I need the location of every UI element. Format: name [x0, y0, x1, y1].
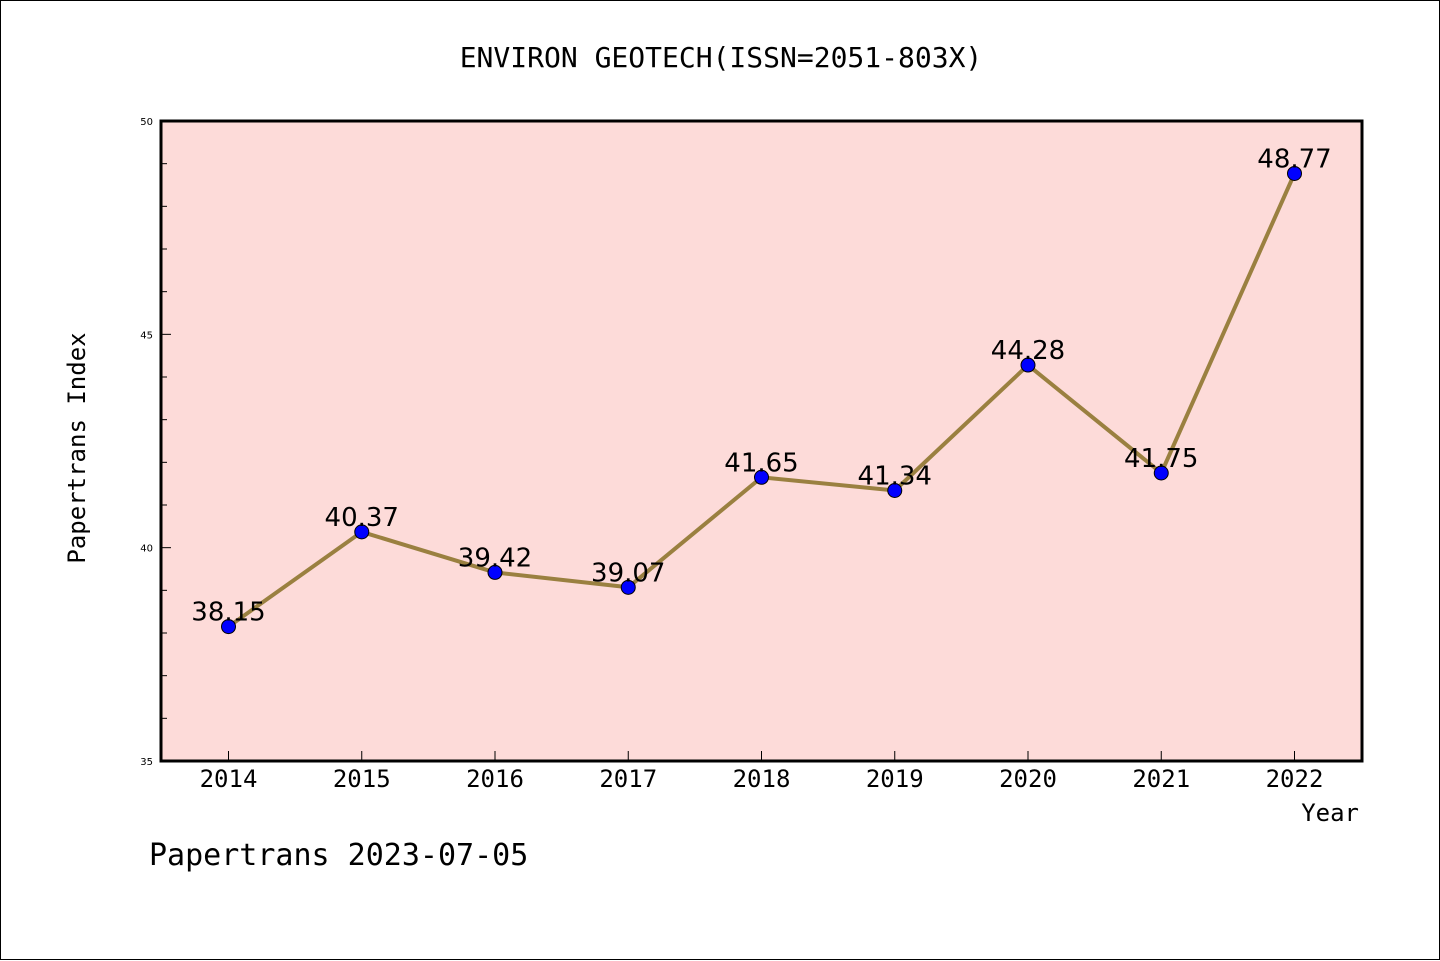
y-tick-label: 45	[140, 330, 153, 341]
data-label: 41.34	[858, 461, 932, 491]
y-axis-label: Papertrans Index	[63, 332, 91, 563]
series-group: 38.15 40.37 39.42 39.07 41.65 41.34 44.28 41.75…	[191, 144, 1332, 635]
data-point	[221, 619, 236, 635]
data-point	[620, 579, 636, 595]
data-point	[754, 469, 769, 485]
x-tick-label: 2016	[466, 765, 524, 793]
x-tick-label: 2020	[999, 765, 1057, 793]
x-tick-label: 2014	[200, 765, 258, 793]
x-tick-label: 2017	[599, 765, 657, 793]
data-point	[887, 482, 903, 498]
data-point	[1020, 357, 1036, 373]
x-tick-label: 2018	[733, 765, 791, 793]
x-tick-label: 2015	[333, 765, 391, 793]
data-label: 39.07	[591, 558, 665, 588]
x-axis: 2014 2015 2016 2017 2018 2019 2020 2021 2022	[200, 751, 1324, 793]
data-label: 41.65	[724, 448, 798, 478]
footer-label: Papertrans 2023-07-05	[149, 838, 528, 873]
data-point	[354, 524, 370, 540]
data-label: 40.37	[325, 503, 399, 533]
data-label: 44.28	[991, 336, 1065, 366]
y-tick-label: 40	[140, 544, 153, 555]
data-label: 48.77	[1257, 144, 1331, 174]
data-point	[1287, 165, 1302, 181]
chart-title: ENVIRON GEOTECH(ISSN=2051-803X)	[460, 41, 983, 74]
data-label: 38.15	[191, 598, 265, 628]
y-tick-label: 35	[140, 757, 153, 768]
x-tick-label: 2019	[866, 765, 924, 793]
plot-area	[161, 121, 1362, 761]
y-tick-label: 50	[140, 117, 153, 128]
data-point	[487, 564, 503, 580]
data-label: 41.75	[1124, 444, 1198, 474]
x-axis-label: Year	[1301, 799, 1359, 827]
data-point	[1153, 465, 1169, 481]
plot-border	[159, 119, 1364, 763]
x-tick-label: 2022	[1266, 765, 1324, 793]
data-label: 39.42	[458, 543, 532, 573]
x-tick-label: 2021	[1132, 765, 1190, 793]
